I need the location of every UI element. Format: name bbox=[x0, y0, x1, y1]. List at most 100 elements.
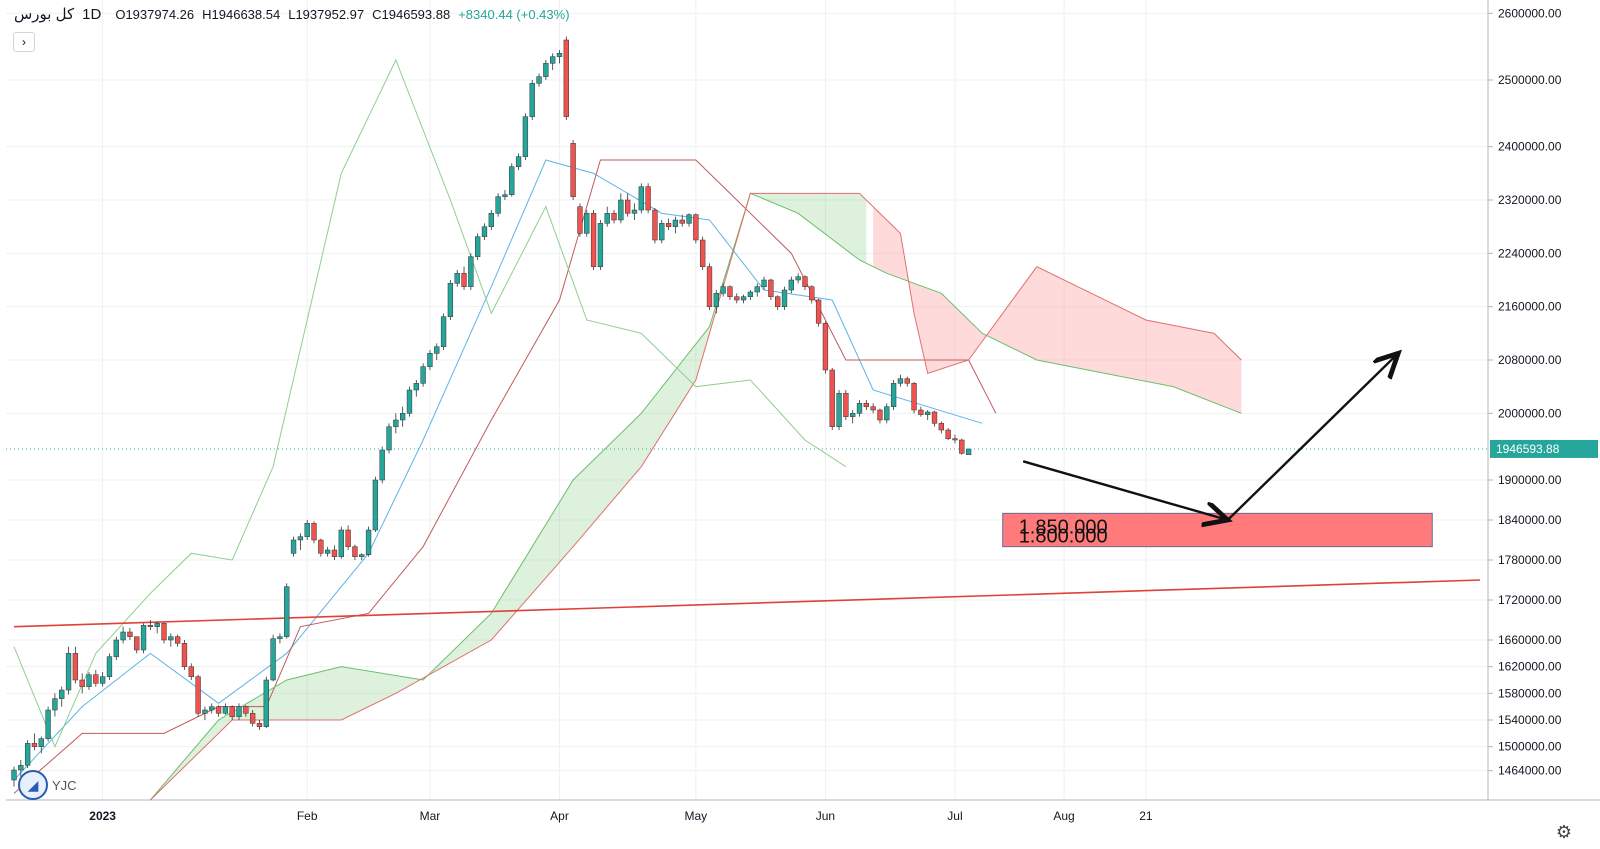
candle-body-up bbox=[113, 639, 119, 657]
candle bbox=[488, 210, 494, 230]
candle bbox=[877, 408, 883, 424]
candle-body-down bbox=[188, 666, 194, 677]
candle-body-up bbox=[222, 706, 229, 714]
y-tick-label: 1500000.00 bbox=[1498, 740, 1562, 754]
candle-body-up bbox=[406, 389, 413, 414]
symbol-name[interactable]: کل بورس bbox=[14, 6, 75, 23]
candle-body-up bbox=[631, 209, 638, 214]
candle-body-down bbox=[945, 429, 951, 439]
candle-body-up bbox=[502, 194, 508, 197]
candle-body-up bbox=[856, 403, 863, 414]
candle bbox=[734, 293, 740, 304]
collapse-legend-button[interactable]: › bbox=[13, 32, 35, 52]
candle-body-up bbox=[18, 765, 24, 771]
candle bbox=[904, 376, 910, 387]
candle bbox=[256, 720, 263, 730]
candle-body-up bbox=[11, 769, 17, 781]
candle-body-down bbox=[625, 199, 631, 214]
candle bbox=[597, 220, 604, 270]
candle-body-up bbox=[488, 213, 494, 227]
candle bbox=[18, 760, 24, 777]
candle bbox=[672, 216, 679, 234]
candle bbox=[304, 520, 310, 540]
candle-body-up bbox=[925, 411, 931, 415]
candle bbox=[679, 214, 685, 227]
candle bbox=[168, 633, 174, 647]
candle-body-up bbox=[399, 413, 406, 421]
candle-body-down bbox=[215, 706, 222, 714]
y-tick-label: 1580000.00 bbox=[1498, 686, 1562, 700]
candle bbox=[645, 183, 651, 214]
candle bbox=[870, 403, 876, 414]
candle bbox=[802, 275, 808, 290]
candle-body-up bbox=[454, 273, 460, 284]
candle-body-down bbox=[693, 214, 699, 241]
candle bbox=[318, 538, 324, 557]
candle-body-up bbox=[618, 199, 624, 221]
candle-body-down bbox=[318, 539, 324, 554]
candle bbox=[263, 676, 269, 728]
candle bbox=[243, 705, 249, 717]
candle-body-up bbox=[584, 213, 590, 234]
candle-body-up bbox=[515, 156, 522, 167]
candle bbox=[788, 276, 794, 294]
candle bbox=[434, 343, 440, 360]
candle-body-up bbox=[686, 214, 692, 224]
candle bbox=[79, 673, 85, 694]
candle bbox=[577, 203, 583, 237]
candle bbox=[815, 298, 822, 327]
candle-body-down bbox=[700, 239, 706, 267]
candle bbox=[99, 672, 106, 687]
candle bbox=[202, 706, 208, 720]
x-tick-label: Feb bbox=[297, 809, 318, 823]
candle bbox=[884, 403, 890, 424]
y-tick-label: 1780000.00 bbox=[1498, 553, 1562, 567]
candle bbox=[747, 290, 754, 300]
candle-body-down bbox=[461, 273, 467, 287]
candle-body-up bbox=[290, 539, 297, 554]
candle-body-up bbox=[86, 674, 92, 687]
candle bbox=[570, 140, 576, 200]
candle-body-down bbox=[345, 529, 351, 547]
y-tick-label: 2320000.00 bbox=[1498, 193, 1562, 207]
candle-body-up bbox=[140, 625, 147, 651]
trend-line bbox=[13, 579, 1481, 628]
candle-body-up bbox=[297, 536, 304, 541]
candle bbox=[127, 628, 133, 640]
candle bbox=[522, 113, 529, 160]
candle bbox=[556, 50, 563, 64]
candle-body-up bbox=[509, 166, 515, 195]
candle bbox=[911, 382, 917, 414]
candle-body-up bbox=[543, 63, 549, 77]
candle bbox=[659, 220, 665, 244]
candle-body-down bbox=[870, 406, 876, 411]
candle bbox=[134, 636, 140, 654]
bearish-cloud bbox=[873, 206, 1242, 414]
candle-body-down bbox=[611, 213, 617, 221]
candle bbox=[372, 476, 379, 532]
candle-body-up bbox=[890, 383, 897, 407]
y-tick-label: 2080000.00 bbox=[1498, 353, 1562, 367]
logo-mark-icon: ◢ bbox=[18, 770, 48, 800]
gear-icon[interactable]: ⚙ bbox=[1555, 822, 1572, 842]
candle bbox=[440, 313, 447, 350]
candle-body-up bbox=[270, 638, 276, 681]
x-tick-label: Apr bbox=[550, 809, 569, 823]
candle bbox=[65, 646, 72, 695]
timeframe[interactable]: 1D bbox=[82, 6, 102, 23]
candle-body-up bbox=[324, 549, 331, 554]
candle bbox=[365, 526, 372, 557]
candle bbox=[618, 193, 624, 224]
y-tick-label: 2400000.00 bbox=[1498, 140, 1562, 154]
candle bbox=[93, 670, 99, 687]
candle-body-up bbox=[202, 709, 208, 714]
candle bbox=[836, 390, 842, 430]
candle bbox=[631, 203, 638, 220]
candle-body-down bbox=[590, 213, 597, 267]
candle bbox=[59, 686, 65, 707]
candle-body-up bbox=[884, 406, 890, 421]
candle-body-up bbox=[754, 286, 760, 293]
candle bbox=[454, 270, 460, 287]
candle bbox=[331, 545, 338, 560]
